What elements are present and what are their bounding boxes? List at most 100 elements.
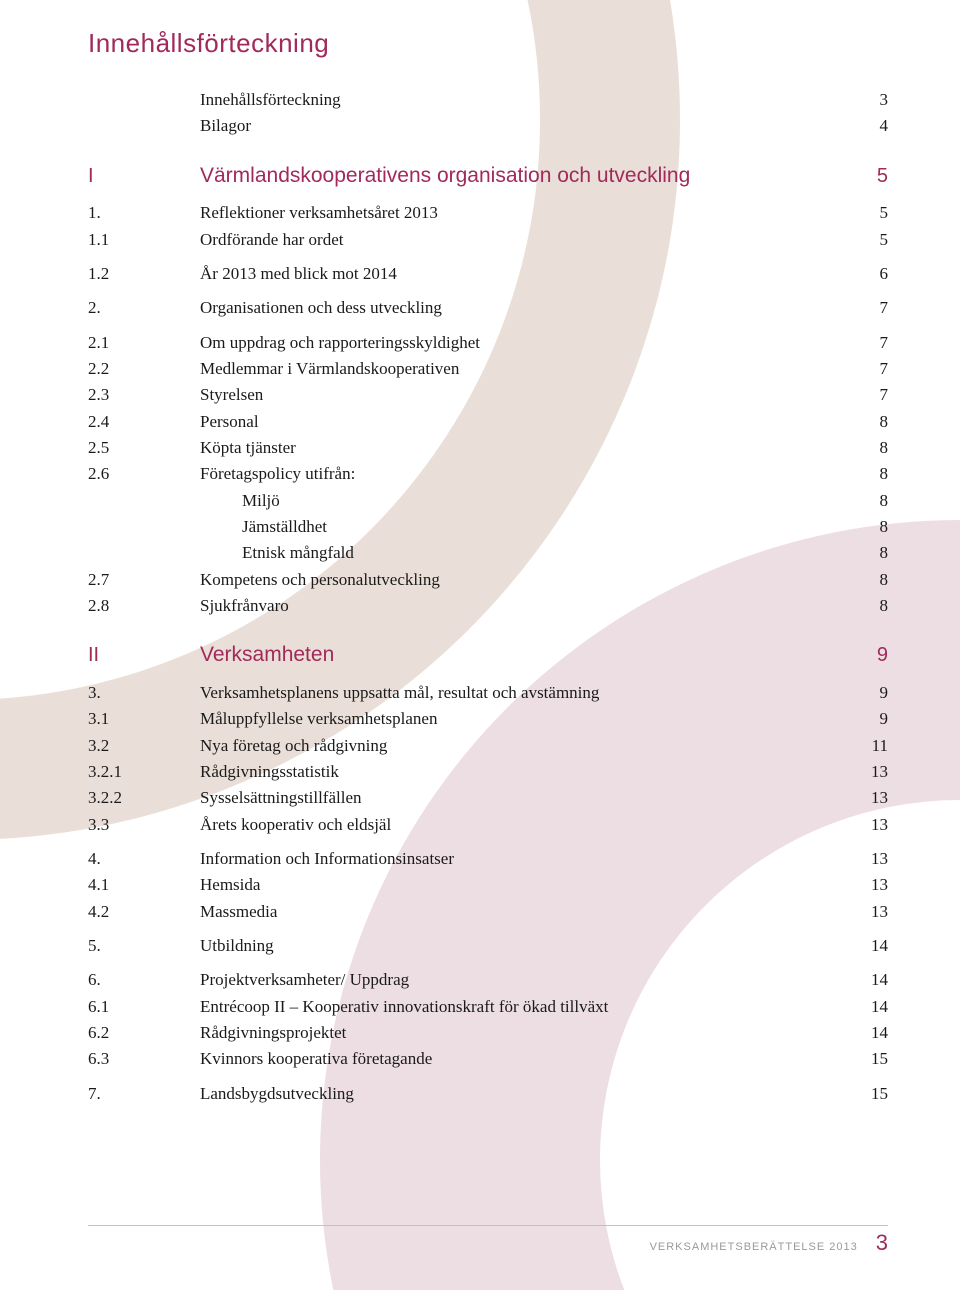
toc-entry-page: 7 (846, 330, 888, 356)
toc-entry-number: 3.2 (88, 733, 200, 759)
toc-entry-number: 6. (88, 967, 200, 993)
toc-entry-page: 8 (846, 461, 888, 487)
page-title: Innehållsförteckning (88, 28, 888, 59)
toc-entry-title: Styrelsen (200, 382, 846, 408)
toc-entry-number: 7. (88, 1081, 200, 1107)
toc-row: 1.2År 2013 med blick mot 20146 (88, 261, 888, 287)
toc-entry-title: Ordförande har ordet (200, 227, 846, 253)
toc-entry-page: 5 (846, 227, 888, 253)
toc-entry-page: 5 (846, 161, 888, 192)
toc-entry-number: 3.2.2 (88, 785, 200, 811)
toc-entry-page: 15 (846, 1081, 888, 1107)
toc-entry-title: Innehållsförteckning (200, 87, 846, 113)
toc-row: 2.2Medlemmar i Värmlandskooperativen7 (88, 356, 888, 382)
toc-row: Jämställdhet8 (88, 514, 888, 540)
toc-entry-page: 7 (846, 382, 888, 408)
toc-entry-title: Massmedia (200, 899, 846, 925)
toc-row: Etnisk mångfald8 (88, 540, 888, 566)
toc-entry-title: År 2013 med blick mot 2014 (200, 261, 846, 287)
toc-entry-title: Bilagor (200, 113, 846, 139)
toc-spacer (88, 619, 888, 639)
toc-entry-title: Årets kooperativ och eldsjäl (200, 812, 846, 838)
toc-entry-page: 13 (846, 872, 888, 898)
toc-entry-title: Om uppdrag och rapporteringsskyldighet (200, 330, 846, 356)
toc-entry-number: 4. (88, 846, 200, 872)
toc-entry-title: Företagspolicy utifrån: (200, 461, 846, 487)
toc-entry-title: Verksamhetsplanens uppsatta mål, resulta… (200, 680, 846, 706)
toc-entry-page: 8 (846, 593, 888, 619)
toc-row: 2.8Sjukfrånvaro8 (88, 593, 888, 619)
toc-entry-title: Måluppfyllelse verksamhetsplanen (200, 706, 846, 732)
toc-row: 2.5Köpta tjänster8 (88, 435, 888, 461)
table-of-contents: Innehållsförteckning3Bilagor4IVärmlandsk… (88, 87, 888, 1107)
toc-row: 2.4Personal8 (88, 409, 888, 435)
toc-row: 4.2Massmedia13 (88, 899, 888, 925)
toc-entry-page: 13 (846, 899, 888, 925)
toc-entry-title: Utbildning (200, 933, 846, 959)
toc-entry-page: 15 (846, 1046, 888, 1072)
toc-entry-page: 13 (846, 812, 888, 838)
toc-entry-page: 14 (846, 967, 888, 993)
toc-entry-page: 13 (846, 785, 888, 811)
toc-entry-number: 2.4 (88, 409, 200, 435)
toc-entry-number: 6.1 (88, 994, 200, 1020)
toc-spacer (88, 838, 888, 846)
toc-spacer (88, 959, 888, 967)
toc-entry-page: 8 (846, 435, 888, 461)
toc-entry-page: 8 (846, 540, 888, 566)
toc-row: 3.1Måluppfyllelse verksamhetsplanen9 (88, 706, 888, 732)
toc-entry-number: II (88, 640, 200, 671)
toc-row: 2.3Styrelsen7 (88, 382, 888, 408)
toc-entry-title: Information och Informationsinsatser (200, 846, 846, 872)
toc-entry-title: Hemsida (200, 872, 846, 898)
toc-row: Innehållsförteckning3 (88, 87, 888, 113)
toc-entry-page: 8 (846, 514, 888, 540)
toc-entry-number: 6.3 (88, 1046, 200, 1072)
toc-entry-page: 14 (846, 1020, 888, 1046)
toc-entry-number: 2.5 (88, 435, 200, 461)
toc-row: 2.7Kompetens och personalutveckling8 (88, 567, 888, 593)
toc-spacer (88, 672, 888, 680)
toc-row: 5.Utbildning14 (88, 933, 888, 959)
page-content: Innehållsförteckning Innehållsförtecknin… (0, 0, 960, 1147)
toc-entry-title: Miljö (200, 488, 846, 514)
toc-row: 7.Landsbygdsutveckling15 (88, 1081, 888, 1107)
page-number: 3 (876, 1230, 888, 1256)
toc-entry-title: Verksamheten (200, 639, 846, 672)
page-footer: VERKSAMHETSBERÄTTELSE 2013 3 (88, 1230, 888, 1256)
toc-row: 2.Organisationen och dess utveckling7 (88, 295, 888, 321)
toc-entry-page: 14 (846, 933, 888, 959)
toc-entry-number: 4.1 (88, 872, 200, 898)
toc-row: 6.Projektverksamheter/ Uppdrag14 (88, 967, 888, 993)
toc-entry-number: 2.6 (88, 461, 200, 487)
footer-text: VERKSAMHETSBERÄTTELSE 2013 (650, 1241, 858, 1253)
toc-entry-title: Personal (200, 409, 846, 435)
toc-entry-title: Sysselsättningstillfällen (200, 785, 846, 811)
toc-entry-page: 9 (846, 680, 888, 706)
toc-spacer (88, 253, 888, 261)
toc-entry-number: 2.3 (88, 382, 200, 408)
toc-entry-number: 2.2 (88, 356, 200, 382)
toc-entry-title: Rådgivningsprojektet (200, 1020, 846, 1046)
toc-entry-number: 1. (88, 200, 200, 226)
toc-entry-number: 2.1 (88, 330, 200, 356)
toc-row: 6.3Kvinnors kooperativa företagande15 (88, 1046, 888, 1072)
toc-entry-page: 9 (846, 706, 888, 732)
toc-entry-page: 3 (846, 87, 888, 113)
toc-row: 4.1Hemsida13 (88, 872, 888, 898)
toc-spacer (88, 192, 888, 200)
toc-row: 3.3Årets kooperativ och eldsjäl13 (88, 812, 888, 838)
toc-row: IIVerksamheten9 (88, 639, 888, 672)
toc-row: 4.Information och Informationsinsatser13 (88, 846, 888, 872)
toc-entry-page: 8 (846, 488, 888, 514)
toc-entry-title: Köpta tjänster (200, 435, 846, 461)
toc-entry-number: 3.3 (88, 812, 200, 838)
toc-entry-page: 13 (846, 759, 888, 785)
toc-entry-page: 11 (846, 733, 888, 759)
toc-entry-page: 14 (846, 994, 888, 1020)
toc-spacer (88, 925, 888, 933)
toc-entry-page: 6 (846, 261, 888, 287)
toc-row: 1.1Ordförande har ordet5 (88, 227, 888, 253)
toc-entry-number: 2.8 (88, 593, 200, 619)
toc-row: Miljö8 (88, 488, 888, 514)
